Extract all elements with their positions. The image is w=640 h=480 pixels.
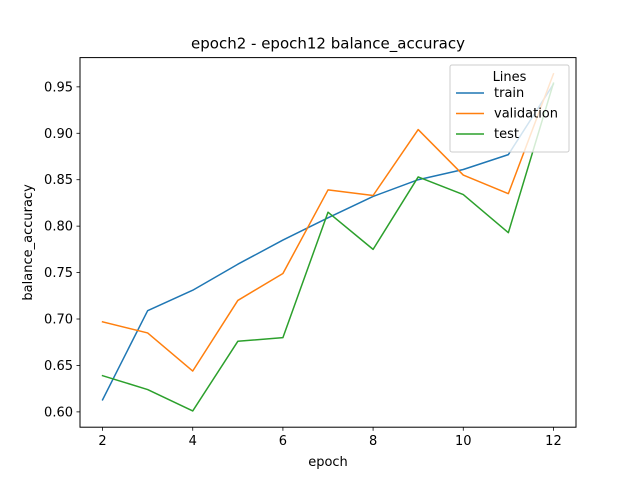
x-tick-label: 4 <box>189 434 197 449</box>
y-tick-label: 0.80 <box>44 220 73 235</box>
y-axis: 0.60 0.65 0.70 0.75 0.80 0.85 0.90 0.95 <box>44 80 80 420</box>
series-line-validation <box>101 72 555 372</box>
legend-label-validation: validation <box>494 107 558 122</box>
legend-box <box>449 64 570 153</box>
x-axis-label: epoch <box>308 455 348 470</box>
y-axis-label: balance_accuracy <box>21 184 36 301</box>
y-tick-label: 0.60 <box>44 405 73 420</box>
legend-label-train: train <box>494 86 524 101</box>
series-line-train <box>101 83 555 401</box>
y-tick-label: 0.95 <box>44 80 73 95</box>
y-tick-label: 0.70 <box>44 313 73 328</box>
x-tick-label: 10 <box>455 434 472 449</box>
y-tick-label: 0.90 <box>44 127 73 142</box>
x-tick-label: 2 <box>98 434 106 449</box>
x-tick-label: 8 <box>369 434 377 449</box>
series-line-test <box>101 82 555 412</box>
chart-title: epoch2 - epoch12 balance_accuracy <box>191 35 465 54</box>
axes-frame <box>79 57 577 428</box>
series-layer <box>101 72 555 412</box>
legend: Lines train validation test <box>449 64 570 153</box>
x-tick-label: 6 <box>279 434 287 449</box>
legend-title: Lines <box>493 70 527 85</box>
y-tick-label: 0.65 <box>44 359 73 374</box>
x-axis: 2 4 6 8 10 12 <box>98 427 562 449</box>
y-tick-label: 0.85 <box>44 173 73 188</box>
y-tick-label: 0.75 <box>44 266 73 281</box>
x-tick-label: 12 <box>545 434 562 449</box>
legend-label-test: test <box>494 127 519 142</box>
